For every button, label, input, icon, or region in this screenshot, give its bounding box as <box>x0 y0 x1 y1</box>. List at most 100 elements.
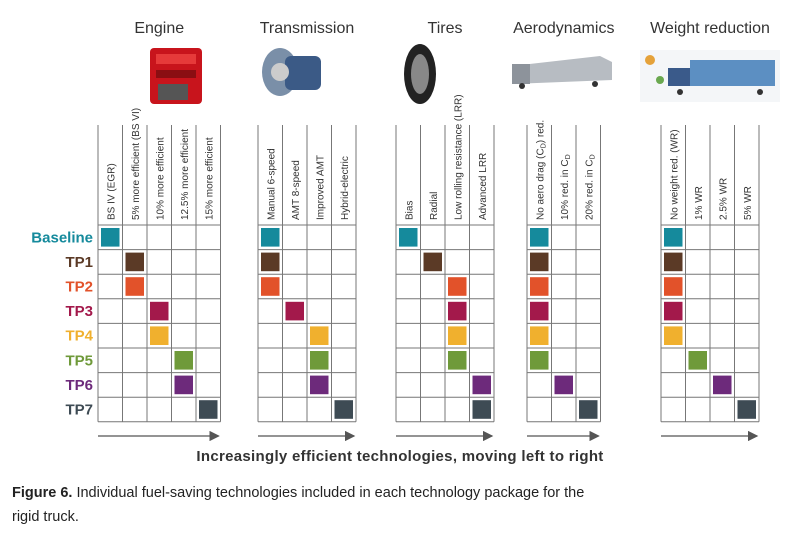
column-label-text: AMT 8-speed <box>291 160 302 220</box>
selected-cell <box>448 277 467 296</box>
engine-icon <box>150 48 202 104</box>
selected-cell <box>199 400 218 419</box>
column-label-text: Hybrid-electric <box>340 156 351 220</box>
column-label: 10% red. in CD <box>560 154 572 220</box>
column-label: 5% WR <box>743 186 754 220</box>
column-label: 2.5% WR <box>718 178 729 220</box>
column-label: Manual 6-speed <box>266 148 277 220</box>
selected-cell <box>310 375 329 395</box>
column-label: Low rolling resistance (LRR) <box>453 94 464 220</box>
column-label: 1% WR <box>694 186 705 220</box>
column-label: BS IV (EGR) <box>106 163 117 220</box>
selected-cell <box>261 252 280 272</box>
column-label-sub: D <box>565 154 572 159</box>
column-label-text: 12.5% more efficient <box>180 129 191 220</box>
column-label-sub: D <box>589 154 596 159</box>
column-label: 15% more efficient <box>204 137 215 220</box>
selected-cell <box>472 400 491 419</box>
selected-cell <box>688 351 707 370</box>
column-label-text: 10% more efficient <box>155 137 166 220</box>
column-label-post: ) red. <box>535 120 546 143</box>
caption-line2: rigid truck. <box>12 509 79 525</box>
row-label: TP7 <box>65 402 93 419</box>
column-label-text: Radial <box>429 192 440 220</box>
column-label: 10% more efficient <box>155 137 166 220</box>
column-label: Bias <box>404 201 415 220</box>
row-label: TP6 <box>65 377 93 394</box>
selected-cell <box>150 301 169 321</box>
selected-cell <box>310 326 329 345</box>
column-label-text: 5% more efficient (BS VI) <box>131 108 142 220</box>
column-label: Improved AMT <box>315 155 326 220</box>
column-label: 20% red. in CD <box>584 154 596 220</box>
selected-cell <box>472 375 491 395</box>
group-title: Tires <box>428 20 463 37</box>
selected-cell <box>530 351 549 370</box>
selected-cell <box>174 351 193 370</box>
group-title: Transmission <box>260 20 355 37</box>
column-label-text: No weight red. (WR) <box>669 129 680 220</box>
selected-cell <box>399 228 418 247</box>
selected-cell <box>664 301 683 321</box>
selected-cell <box>554 375 573 395</box>
column-label-text: Low rolling resistance (LRR) <box>453 94 464 220</box>
group-title: Aerodynamics <box>513 20 614 37</box>
caption-text: Individual fuel-saving technologies incl… <box>76 485 584 501</box>
aero-truck-icon <box>512 56 612 89</box>
caption: Figure 6. Individual fuel-saving technolo… <box>12 485 584 501</box>
row-label: TP1 <box>65 254 93 271</box>
column-label-text: 20% red. in C <box>584 159 595 220</box>
column-label: No weight red. (WR) <box>669 129 680 220</box>
column-label-text: Manual 6-speed <box>266 148 277 220</box>
selected-cell <box>664 252 683 272</box>
selected-cell <box>285 301 304 321</box>
column-label-text: 5% WR <box>743 186 754 220</box>
weight-truck-icon <box>640 50 780 102</box>
selected-cell <box>530 228 549 247</box>
group-title: Weight reduction <box>650 20 770 37</box>
selected-cell <box>530 326 549 345</box>
selected-cell <box>125 277 144 296</box>
selected-cell <box>334 400 353 419</box>
column-label-sub: D <box>540 143 547 148</box>
selected-cell <box>530 301 549 321</box>
selected-cell <box>174 375 193 395</box>
column-label-text: Advanced LRR <box>478 153 489 220</box>
transmission-icon <box>262 48 321 96</box>
column-label: No aero drag (CD) red. <box>535 120 547 220</box>
selected-cell <box>261 277 280 296</box>
column-label-text: Improved AMT <box>315 155 326 220</box>
selected-cell <box>150 326 169 345</box>
column-label-text: No aero drag (C <box>535 148 546 220</box>
column-label-text: Bias <box>404 201 415 220</box>
selected-cell <box>448 351 467 370</box>
selected-cell <box>713 375 732 395</box>
selected-cell <box>448 326 467 345</box>
column-label: Hybrid-electric <box>340 156 351 220</box>
selected-cell <box>530 277 549 296</box>
row-label: TP2 <box>65 279 93 296</box>
selected-cell <box>664 277 683 296</box>
selected-cell <box>530 252 549 272</box>
column-label-text: 15% more efficient <box>204 137 215 220</box>
selected-cell <box>737 400 756 419</box>
column-label-text: BS IV (EGR) <box>106 163 117 220</box>
column-label: 12.5% more efficient <box>180 129 191 220</box>
selected-cell <box>664 326 683 345</box>
selected-cell <box>448 301 467 321</box>
selected-cell <box>310 351 329 370</box>
row-label: TP3 <box>65 303 93 320</box>
axis-label: Increasingly efficient technologies, mov… <box>196 448 603 465</box>
selected-cell <box>579 400 598 419</box>
column-label-text: 10% red. in C <box>560 159 571 220</box>
column-label: AMT 8-speed <box>291 160 302 220</box>
column-label: 5% more efficient (BS VI) <box>131 108 142 220</box>
column-label: Radial <box>429 192 440 220</box>
row-label: Baseline <box>31 229 93 246</box>
row-label: TP5 <box>65 352 93 369</box>
column-label-text: 2.5% WR <box>718 178 729 220</box>
row-label: TP4 <box>65 328 93 345</box>
selected-cell <box>101 228 120 247</box>
